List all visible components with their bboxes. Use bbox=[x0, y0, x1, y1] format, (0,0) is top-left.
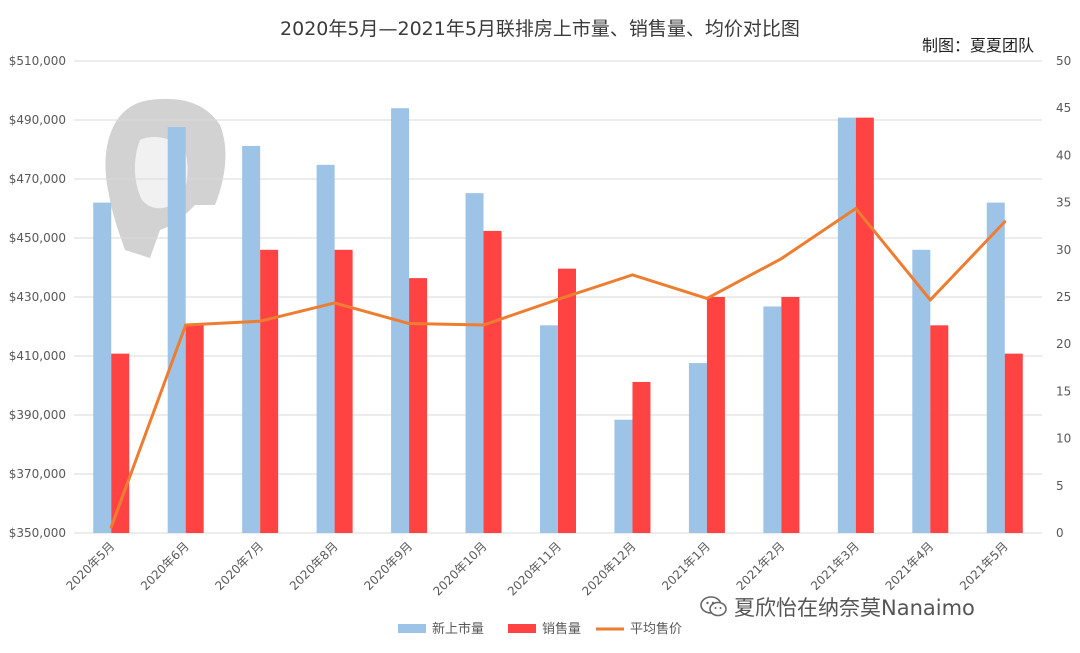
bar-sales bbox=[260, 249, 279, 534]
legend-swatch bbox=[398, 624, 426, 633]
watermark: 夏欣怡在纳奈莫Nanaimo bbox=[700, 592, 975, 622]
chart-title: 2020年5月—2021年5月联排房上市量、销售量、均价对比图 bbox=[280, 18, 800, 40]
bar-sales bbox=[558, 268, 576, 533]
bar-sales bbox=[483, 230, 502, 534]
x-tick-label: 2021年4月 bbox=[883, 539, 937, 593]
bar-sales bbox=[632, 381, 651, 533]
x-tick-label: 2021年2月 bbox=[734, 539, 788, 593]
x-tick-label: 2020年6月 bbox=[138, 539, 192, 593]
price-point bbox=[854, 207, 858, 210]
x-tick-label: 2020年10月 bbox=[430, 539, 489, 598]
legend-label: 新上市量 bbox=[432, 621, 484, 637]
x-tick-label: 2021年3月 bbox=[808, 539, 862, 593]
price-point bbox=[779, 257, 783, 261]
y-left-tick-label: $410,000 bbox=[9, 349, 66, 363]
bar-listings bbox=[912, 249, 931, 534]
x-tick-label: 2020年9月 bbox=[361, 539, 415, 593]
legend-swatch bbox=[508, 624, 536, 633]
y-left-tick-label: $490,000 bbox=[9, 113, 66, 127]
bar-sales bbox=[930, 325, 949, 533]
watermark-text: 夏欣怡在纳奈莫Nanaimo bbox=[734, 596, 975, 620]
y-left-tick-label: $510,000 bbox=[9, 54, 66, 68]
price-point bbox=[630, 273, 634, 277]
y-right-tick-label: 15 bbox=[1056, 384, 1071, 398]
y-right-tick-label: 10 bbox=[1056, 432, 1071, 446]
portrait-silhouette-icon bbox=[105, 98, 226, 258]
y-right-tick-label: 5 bbox=[1056, 479, 1064, 493]
legend-label: 销售量 bbox=[542, 621, 581, 637]
y-right-tick-label: 30 bbox=[1056, 243, 1071, 257]
legend-label: 平均售价 bbox=[630, 621, 682, 637]
bar-listings bbox=[93, 202, 112, 533]
bar-listings bbox=[614, 419, 633, 533]
price-point bbox=[556, 297, 560, 301]
x-tick-label: 2021年1月 bbox=[659, 539, 713, 593]
y-left-tick-label: $470,000 bbox=[9, 172, 66, 186]
price-point bbox=[184, 323, 188, 327]
x-tick-label: 2020年11月 bbox=[505, 539, 564, 598]
bar-sales bbox=[855, 117, 874, 533]
bar-sales bbox=[409, 278, 428, 533]
bar-listings bbox=[465, 193, 484, 533]
bar-listings bbox=[837, 117, 856, 533]
chart-credit: 制图：夏夏团队 bbox=[921, 36, 1034, 55]
bar-listings bbox=[167, 127, 186, 533]
y-right-tick-label: 20 bbox=[1056, 337, 1071, 351]
price-point bbox=[258, 319, 262, 323]
y-left-tick-label: $370,000 bbox=[9, 467, 66, 481]
x-tick-label: 2020年12月 bbox=[579, 539, 638, 598]
bar-sales bbox=[334, 249, 353, 534]
y-right-tick-label: 25 bbox=[1056, 290, 1071, 304]
y-left-tick-label: $450,000 bbox=[9, 231, 66, 245]
bar-sales bbox=[1004, 353, 1023, 533]
price-point bbox=[482, 323, 486, 327]
y-right-tick-label: 0 bbox=[1056, 526, 1064, 540]
y-left-tick-label: $350,000 bbox=[9, 526, 66, 540]
y-left-tick-label: $430,000 bbox=[9, 290, 66, 304]
bar-sales bbox=[706, 297, 725, 533]
bar-listings bbox=[316, 164, 335, 533]
y-right-tick-label: 40 bbox=[1056, 148, 1071, 162]
bar-listings bbox=[242, 145, 261, 533]
price-point bbox=[928, 298, 932, 302]
x-tick-label: 2021年5月 bbox=[957, 539, 1011, 593]
x-tick-label: 2020年5月 bbox=[63, 539, 117, 593]
x-tick-label: 2020年8月 bbox=[287, 539, 341, 593]
bar-sales bbox=[185, 325, 204, 533]
legend: 新上市量 销售量 平均售价 bbox=[398, 621, 682, 637]
y-left-tick-label: $390,000 bbox=[9, 408, 66, 422]
bar-listings bbox=[763, 306, 782, 533]
bar-sales bbox=[781, 297, 800, 533]
bar-listings bbox=[688, 363, 707, 533]
bar-listings bbox=[540, 325, 558, 533]
y-right-tick-label: 45 bbox=[1056, 101, 1071, 115]
price-point bbox=[333, 301, 337, 305]
price-point bbox=[109, 525, 113, 529]
y-right-tick-label: 35 bbox=[1056, 196, 1071, 210]
price-point bbox=[1003, 220, 1007, 224]
x-tick-label: 2020年7月 bbox=[212, 539, 266, 593]
bar-listings bbox=[986, 202, 1005, 533]
y-right-tick-label: 50 bbox=[1056, 54, 1071, 68]
price-point bbox=[705, 296, 709, 300]
price-point bbox=[407, 322, 411, 326]
wechat-icon bbox=[700, 596, 727, 617]
